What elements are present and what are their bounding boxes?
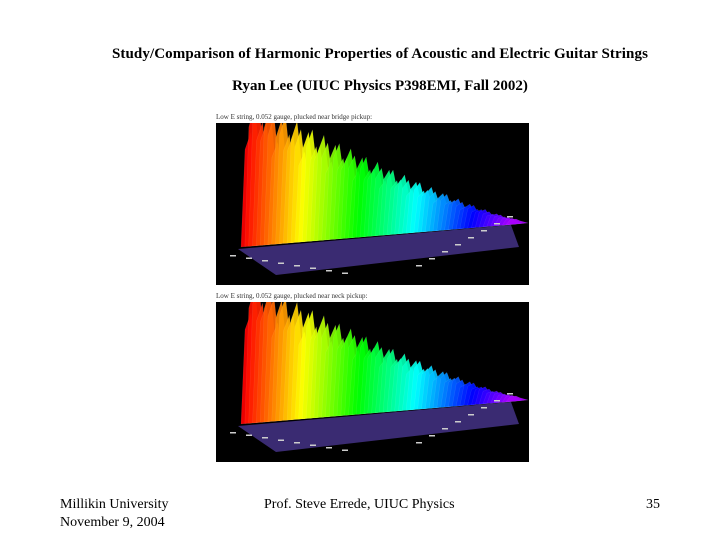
page-number: 35 — [646, 497, 660, 512]
slide-subtitle: Ryan Lee (UIUC Physics P398EMI, Fall 200… — [232, 78, 528, 94]
figure-caption-bridge: Low E string, 0.052 gauge, plucked near … — [216, 113, 373, 121]
slide-title: Study/Comparison of Harmonic Properties … — [111, 46, 649, 62]
figure-caption-neck: Low E string, 0.052 gauge, plucked near … — [216, 292, 368, 300]
footer-date: November 9, 2004 — [60, 515, 165, 530]
waterfall-plot-bridge — [230, 123, 529, 275]
footer-university: Millikin University — [60, 497, 169, 512]
spectrogram-neck-pickup — [216, 302, 529, 462]
spectrogram-bridge-pickup — [216, 123, 529, 285]
footer-institution: Millikin University November 9, 2004 — [60, 496, 169, 532]
waterfall-plot-neck — [230, 302, 529, 452]
footer-author: Prof. Steve Errede, UIUC Physics — [264, 497, 455, 512]
